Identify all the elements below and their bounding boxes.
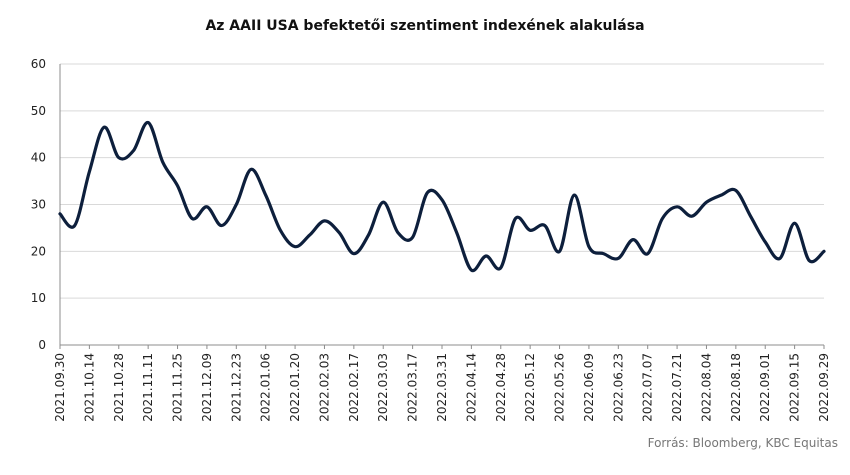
x-axis-tick-labels: 2021.09.30 2021.10.14 2021.10.28 2021.11.11…: [53, 353, 831, 422]
data-point: [469, 268, 473, 272]
data-point: [176, 184, 180, 188]
x-tick-label: 2022.01.20: [288, 353, 302, 422]
data-point: [440, 198, 444, 202]
axes: [59, 64, 825, 349]
x-tick-label: 2021.09.30: [53, 353, 67, 422]
data-point: [117, 156, 121, 160]
x-tick-label: 2022.02.17: [347, 353, 361, 422]
x-tick-label: 2021.10.14: [82, 353, 96, 422]
data-point: [234, 203, 238, 207]
data-point: [58, 212, 62, 216]
x-tick-label: 2022.01.06: [259, 353, 273, 422]
data-point: [660, 217, 664, 221]
data-point: [220, 224, 224, 228]
data-point: [278, 228, 282, 232]
data-point: [704, 200, 708, 204]
data-point: [513, 217, 517, 221]
data-point: [778, 256, 782, 260]
x-tick-label: 2022.04.14: [464, 353, 478, 422]
series-line: [58, 120, 826, 273]
x-tick-label: 2022.02.03: [317, 353, 331, 422]
y-tick-label: 20: [31, 244, 46, 258]
data-point: [734, 188, 738, 192]
data-point: [146, 121, 150, 125]
source-note: Forrás: Bloomberg, KBC Equitas: [647, 436, 838, 450]
chart-title: Az AAII USA befektetői szentiment indexé…: [205, 18, 645, 34]
data-point: [425, 191, 429, 195]
x-tick-label: 2022.08.18: [729, 353, 743, 422]
data-point: [352, 252, 356, 256]
data-point: [102, 125, 106, 129]
data-point: [396, 231, 400, 235]
x-tick-label: 2022.03.31: [435, 353, 449, 422]
x-tick-label: 2022.03.03: [376, 353, 390, 422]
x-tick-label: 2022.05.12: [523, 353, 537, 422]
data-point: [322, 219, 326, 223]
data-point: [381, 200, 385, 204]
data-point: [763, 240, 767, 244]
data-point: [822, 249, 826, 253]
data-point: [411, 235, 415, 239]
x-tick-label: 2022.05.26: [553, 353, 567, 422]
data-point: [587, 245, 591, 249]
data-point: [558, 249, 562, 253]
gridlines: [60, 63, 824, 299]
x-tick-label: 2022.09.15: [788, 353, 802, 422]
series-layer: [58, 120, 826, 273]
x-tick-label: 2022.07.21: [670, 353, 684, 422]
x-tick-label: 2022.06.23: [611, 353, 625, 422]
data-point: [646, 252, 650, 256]
data-point: [87, 170, 91, 174]
data-point: [293, 245, 297, 249]
x-tick-label: 2021.10.28: [112, 353, 126, 422]
data-point: [793, 221, 797, 225]
data-point: [631, 238, 635, 242]
x-tick-label: 2021.12.23: [229, 353, 243, 422]
data-point: [719, 193, 723, 197]
data-point: [264, 193, 268, 197]
data-point: [484, 254, 488, 258]
data-point: [602, 252, 606, 256]
data-point: [205, 205, 209, 209]
data-point: [543, 224, 547, 228]
y-tick-label: 0: [38, 338, 46, 352]
x-tick-label: 2022.04.28: [494, 353, 508, 422]
data-point: [499, 266, 503, 270]
x-tick-label: 2022.09.01: [758, 353, 772, 422]
data-point: [337, 231, 341, 235]
data-point: [73, 224, 77, 228]
y-tick-label: 40: [31, 151, 46, 165]
data-point: [528, 228, 532, 232]
data-point: [690, 214, 694, 218]
data-point: [308, 233, 312, 237]
y-tick-label: 50: [31, 104, 46, 118]
y-axis-tick-labels: 0 10 20 30 40 50 60: [31, 57, 46, 352]
y-tick-label: 10: [31, 291, 46, 305]
x-tick-label: 2022.09.29: [817, 353, 831, 422]
data-point: [572, 193, 576, 197]
x-tick-label: 2021.12.09: [200, 353, 214, 422]
data-point: [249, 167, 253, 171]
x-tick-label: 2022.07.07: [641, 353, 655, 422]
x-tick-label: 2022.08.04: [699, 353, 713, 422]
data-point: [675, 205, 679, 209]
data-point: [161, 160, 165, 164]
x-tick-label: 2022.06.09: [582, 353, 596, 422]
data-point: [455, 231, 459, 235]
x-tick-label: 2021.11.11: [141, 353, 155, 422]
y-tick-label: 30: [31, 198, 46, 212]
data-point: [131, 149, 135, 153]
data-point: [616, 256, 620, 260]
data-point: [367, 233, 371, 237]
data-point: [749, 214, 753, 218]
y-tick-label: 60: [31, 57, 46, 71]
data-point: [190, 217, 194, 221]
x-tick-label: 2022.03.17: [406, 353, 420, 422]
x-tick-label: 2021.11.25: [171, 353, 185, 422]
data-point: [807, 259, 811, 263]
